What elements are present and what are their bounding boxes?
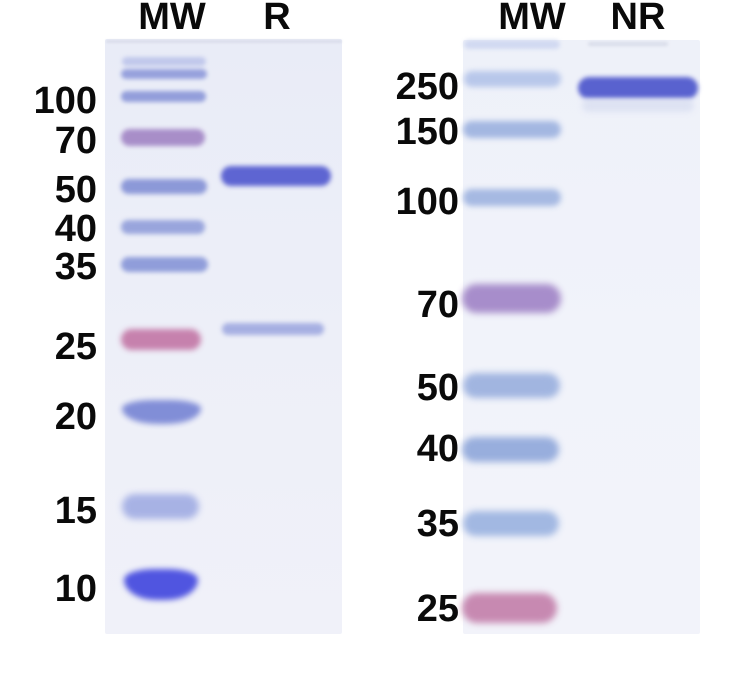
right-mw-band-35	[463, 511, 559, 536]
left-mw-band-25	[121, 329, 201, 350]
left-r-lane-band-upper	[221, 166, 331, 186]
left-r-lane-band-lower	[222, 323, 324, 335]
left-gel-top-line	[106, 40, 342, 43]
right-mw-band-40	[462, 437, 559, 462]
left-mw-band-15	[122, 494, 199, 519]
marker-label-20-reduced: 20	[54, 396, 97, 438]
marker-label-25-reduced: 25	[54, 326, 97, 368]
left-mw-ladder-band-b	[121, 69, 207, 79]
right-mw-band-50	[463, 373, 560, 398]
left-mw-band-35	[121, 257, 208, 272]
left-mw-band-70	[121, 129, 205, 146]
left-mw-ladder-band-a	[122, 57, 206, 66]
right-mw-band-250	[464, 71, 561, 87]
right-mw-band-150	[463, 121, 561, 138]
marker-label-70-non-reduced: 70	[416, 284, 459, 326]
right-mw-ladder-top	[464, 40, 560, 49]
right-nr-lane-band	[578, 77, 698, 99]
right-mw-band-100	[463, 189, 561, 206]
marker-label-25-non-reduced: 25	[416, 588, 459, 630]
marker-label-100-non-reduced: 100	[395, 181, 459, 223]
right-mw-band-70	[462, 284, 561, 313]
marker-label-50-non-reduced: 50	[416, 367, 459, 409]
lane-header-mw-reduced: MW	[138, 0, 206, 38]
marker-label-250-non-reduced: 250	[395, 66, 459, 108]
marker-label-35-non-reduced: 35	[416, 503, 459, 545]
marker-label-35-reduced: 35	[54, 246, 97, 288]
marker-label-70-reduced: 70	[54, 120, 97, 162]
marker-label-100-reduced: 100	[33, 80, 97, 122]
lane-header-mw-non-reduced: MW	[498, 0, 566, 38]
right-nr-band-trail	[582, 99, 694, 112]
marker-label-15-reduced: 15	[54, 490, 97, 532]
marker-label-40-reduced: 40	[54, 208, 97, 250]
right-mw-band-25	[462, 593, 557, 623]
marker-label-40-non-reduced: 40	[416, 428, 459, 470]
marker-label-150-non-reduced: 150	[395, 111, 459, 153]
lane-header-r-reduced: R	[263, 0, 291, 38]
left-mw-band-40	[121, 220, 205, 234]
left-mw-band-100	[121, 91, 206, 102]
left-mw-band-50	[121, 179, 207, 194]
right-gel-top-smudge	[588, 42, 668, 46]
left-mw-band-10	[124, 569, 198, 600]
lane-header-nr-non-reduced: NR	[610, 0, 666, 38]
marker-label-10-reduced: 10	[54, 568, 97, 610]
marker-label-50-reduced: 50	[54, 169, 97, 211]
left-mw-band-20	[122, 400, 201, 424]
